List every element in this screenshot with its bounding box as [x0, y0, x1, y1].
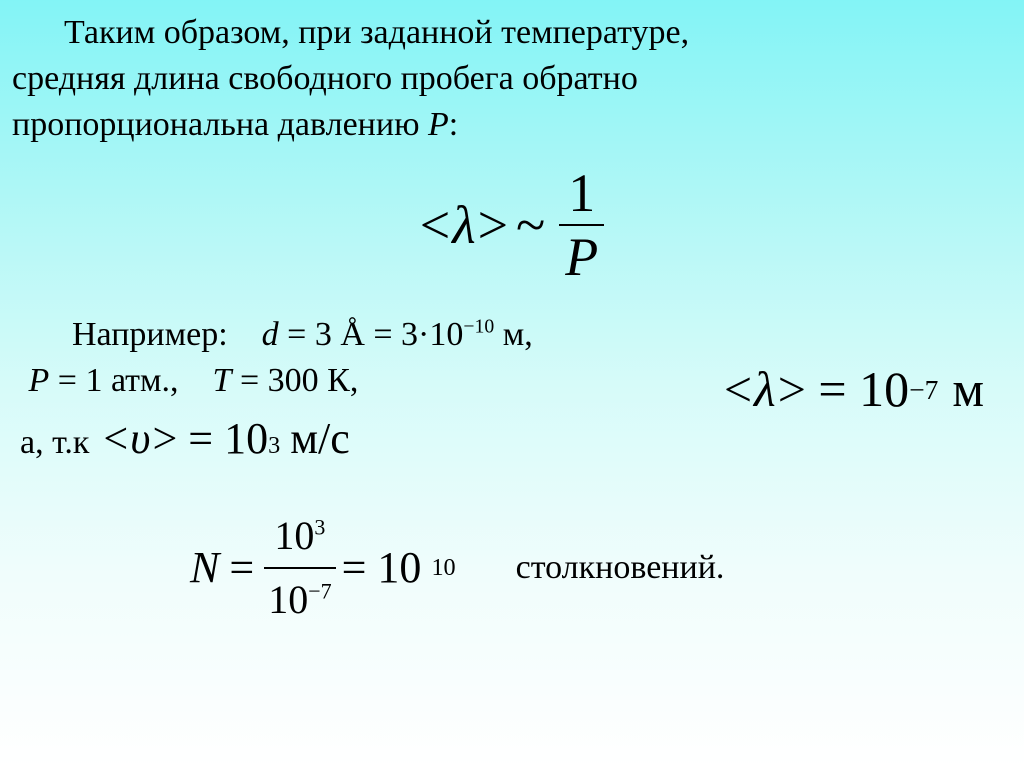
a-tk-text: а, т.к	[20, 420, 103, 466]
para-line-2: средняя длина свободного пробега обратно	[12, 60, 638, 97]
T-equals: = 300 К,	[240, 362, 358, 399]
angle-bracket-left: <	[420, 198, 450, 252]
example-line-1: Например: d = 3 Å = 3·10−10 м,	[20, 312, 1012, 358]
d-equals: = 3 Å = 3·10	[287, 316, 463, 353]
collisions-text: столкновений.	[516, 545, 725, 591]
equals-1: =	[229, 538, 254, 597]
fraction-denominator-P: P	[559, 230, 604, 284]
d-unit: м,	[494, 316, 533, 353]
para-line-3-prefix: пропорциональна давлению	[12, 106, 419, 143]
n-result-exp: 10	[431, 552, 455, 585]
vel-unit: м/с	[290, 409, 350, 468]
fraction-one-over-p: 1 P	[559, 166, 604, 284]
n-frac-den: 10−7	[264, 573, 335, 627]
d-symbol: d	[262, 316, 279, 353]
intro-paragraph: Таким образом, при заданной температуре,…	[12, 10, 1012, 148]
tilde-proportional: ~	[516, 198, 545, 252]
n-fraction: 103 10−7	[264, 509, 335, 627]
fraction-numerator: 1	[562, 166, 601, 220]
N-symbol: N	[190, 538, 219, 597]
angle-bracket-right: >	[152, 409, 177, 468]
fraction-bar	[559, 224, 604, 226]
example-label: Например:	[72, 316, 228, 353]
main-formula-lambda-inverse-p: < λ > ~ 1 P	[12, 166, 1012, 284]
n-frac-num: 103	[270, 509, 329, 563]
angle-bracket-right: >	[478, 198, 508, 252]
n-formula-row: N = 103 10−7 = 10 10 столкновений.	[20, 509, 1012, 627]
pressure-symbol-P: P	[428, 106, 449, 143]
P-equals: = 1 атм.,	[58, 362, 179, 399]
T-symbol: T	[213, 362, 232, 399]
exp-minus7: −7	[909, 371, 938, 408]
n-frac-bar	[264, 567, 335, 569]
upsilon-symbol: υ	[130, 409, 150, 468]
eq-ten-result: = 10	[342, 538, 422, 597]
vel-eq-ten: = 10	[188, 409, 268, 468]
angle-bracket-left: <	[103, 409, 128, 468]
para-line-1: Таким образом, при заданной температуре,	[64, 14, 689, 51]
d-exp: −10	[463, 315, 494, 337]
P-symbol: P	[29, 362, 50, 399]
n-formula: N = 103 10−7 = 10 10	[190, 509, 456, 627]
example-block: < λ > = 10−7 м Например: d = 3 Å = 3·10−…	[12, 312, 1012, 627]
velocity-formula: < υ > = 103 м/с	[103, 409, 349, 468]
vel-exp: 3	[268, 430, 280, 463]
para-line-3-colon: :	[449, 106, 458, 143]
lambda-symbol: λ	[452, 198, 475, 252]
velocity-line: а, т.к < υ > = 103 м/с	[20, 409, 1012, 468]
